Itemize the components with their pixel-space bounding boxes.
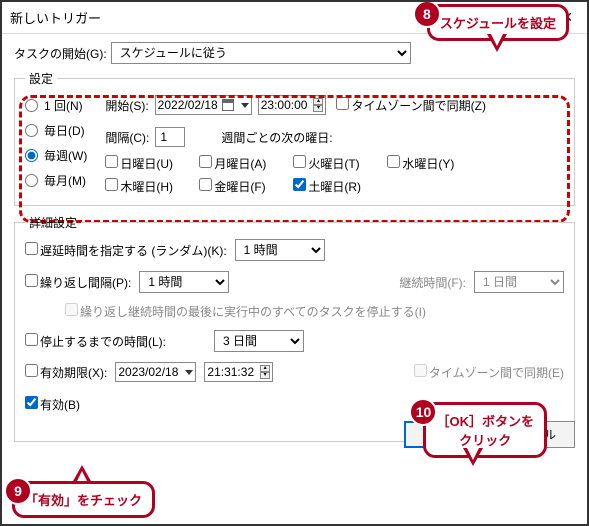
day-tue[interactable]: 火曜日(T) <box>293 155 377 172</box>
interval-label: 間隔(C): <box>105 129 149 146</box>
day-sun[interactable]: 日曜日(U) <box>105 155 189 172</box>
delay-select[interactable]: 1 時間 <box>235 239 325 261</box>
repeat-row: 繰り返し間隔(P): 1 時間 継続時間(F): 1 日間 <box>25 271 564 293</box>
schedule-right: 開始(S): 2022/02/18 23:00:00 ▴▾ タイムゾーン間で同期… <box>105 95 564 195</box>
recurrence-radios: 1 回(N) 毎日(D) 毎週(W) 毎月(M) <box>25 95 87 189</box>
callout-9: 9 「有効」をチェック <box>12 481 155 518</box>
repeat-select[interactable]: 1 時間 <box>139 271 229 293</box>
callout-8-badge: 8 <box>413 0 441 28</box>
duration-select[interactable]: 1 日間 <box>474 271 564 293</box>
day-wed[interactable]: 水曜日(Y) <box>387 155 471 172</box>
advanced-legend: 詳細設定 <box>25 214 81 231</box>
spinner-icon[interactable]: ▴▾ <box>313 98 323 112</box>
callout-10: 10 ［OK］ボタンをクリック <box>423 402 547 458</box>
delay-row: 遅延時間を指定する (ランダム)(K): 1 時間 <box>25 239 564 261</box>
callout-9-badge: 9 <box>4 477 32 505</box>
radio-daily[interactable]: 毎日(D) <box>25 122 87 139</box>
expire-tz-checkbox[interactable]: タイムゾーン間で同期(E) <box>414 364 564 381</box>
window-title: 新しいトリガー <box>10 8 101 27</box>
interval-row: 間隔(C): 週間ごとの次の曜日: <box>105 127 564 147</box>
callout-9-bubble: 「有効」をチェック <box>12 481 155 518</box>
callout-10-bubble: ［OK］ボタンをクリック <box>423 402 547 458</box>
duration-label: 継続時間(F): <box>399 274 466 291</box>
stop-after-select[interactable]: 3 日間 <box>214 330 304 352</box>
stop-all-checkbox[interactable]: 繰り返し継続時間の最後に実行中のすべてのタスクを停止する(I) <box>65 303 426 320</box>
start-label: 開始(S): <box>105 97 148 114</box>
tz-sync-checkbox[interactable]: タイムゾーン間で同期(Z) <box>336 97 485 114</box>
expire-checkbox[interactable]: 有効期限(X): <box>25 364 107 381</box>
dialog-content: タスクの開始(G): スケジュールに従う 設定 1 回(N) 毎日(D) 毎週(… <box>2 34 587 458</box>
expire-time-input[interactable]: 21:31:32▴▾ <box>204 362 273 382</box>
days-of-week: 日曜日(U) 月曜日(A) 火曜日(T) 水曜日(Y) 木曜日(H) 金曜日(F… <box>105 155 564 195</box>
expire-date-input[interactable]: 2023/02/18 <box>115 362 196 382</box>
start-row: 開始(S): 2022/02/18 23:00:00 ▴▾ タイムゾーン間で同期… <box>105 95 564 115</box>
expire-row: 有効期限(X): 2023/02/18 21:31:32▴▾ タイムゾーン間で同… <box>25 362 564 382</box>
dialog-window: 新しいトリガー ✕ タスクの開始(G): スケジュールに従う 設定 1 回(N)… <box>0 0 589 526</box>
chevron-down-icon <box>185 370 193 375</box>
day-thu[interactable]: 木曜日(H) <box>105 178 189 195</box>
start-date-input[interactable]: 2022/02/18 <box>155 95 252 115</box>
spinner-icon[interactable]: ▴▾ <box>260 365 270 379</box>
stop-after-row: 停止するまでの時間(L): 3 日間 <box>25 330 564 352</box>
task-begin-select[interactable]: スケジュールに従う <box>111 42 411 64</box>
chevron-down-icon <box>241 103 249 108</box>
delay-checkbox[interactable]: 遅延時間を指定する (ランダム)(K): <box>25 242 227 259</box>
radio-weekly[interactable]: 毎週(W) <box>25 147 87 164</box>
calendar-icon <box>222 99 234 111</box>
day-mon[interactable]: 月曜日(A) <box>199 155 283 172</box>
week-next-label: 週間ごとの次の曜日: <box>221 129 332 146</box>
callout-8: 8 スケジュールを設定 <box>427 4 569 41</box>
day-fri[interactable]: 金曜日(F) <box>199 178 283 195</box>
enabled-checkbox[interactable]: 有効(B) <box>25 396 80 413</box>
start-time-input[interactable]: 23:00:00 ▴▾ <box>258 95 327 115</box>
repeat-checkbox[interactable]: 繰り返し間隔(P): <box>25 274 131 291</box>
day-sat[interactable]: 土曜日(R) <box>293 178 377 195</box>
callout-8-pointer <box>487 34 507 52</box>
task-begin-label: タスクの開始(G): <box>14 45 107 62</box>
radio-monthly[interactable]: 毎月(M) <box>25 172 87 189</box>
callout-10-pointer <box>463 448 483 466</box>
stop-after-checkbox[interactable]: 停止するまでの時間(L): <box>25 333 166 350</box>
interval-input[interactable] <box>155 127 185 147</box>
settings-fieldset: 設定 1 回(N) 毎日(D) 毎週(W) 毎月(M) 開始(S): 2022/… <box>14 70 575 206</box>
radio-once[interactable]: 1 回(N) <box>25 97 87 114</box>
settings-legend: 設定 <box>25 70 57 87</box>
stop-all-row: 繰り返し継続時間の最後に実行中のすべてのタスクを停止する(I) <box>25 303 564 320</box>
